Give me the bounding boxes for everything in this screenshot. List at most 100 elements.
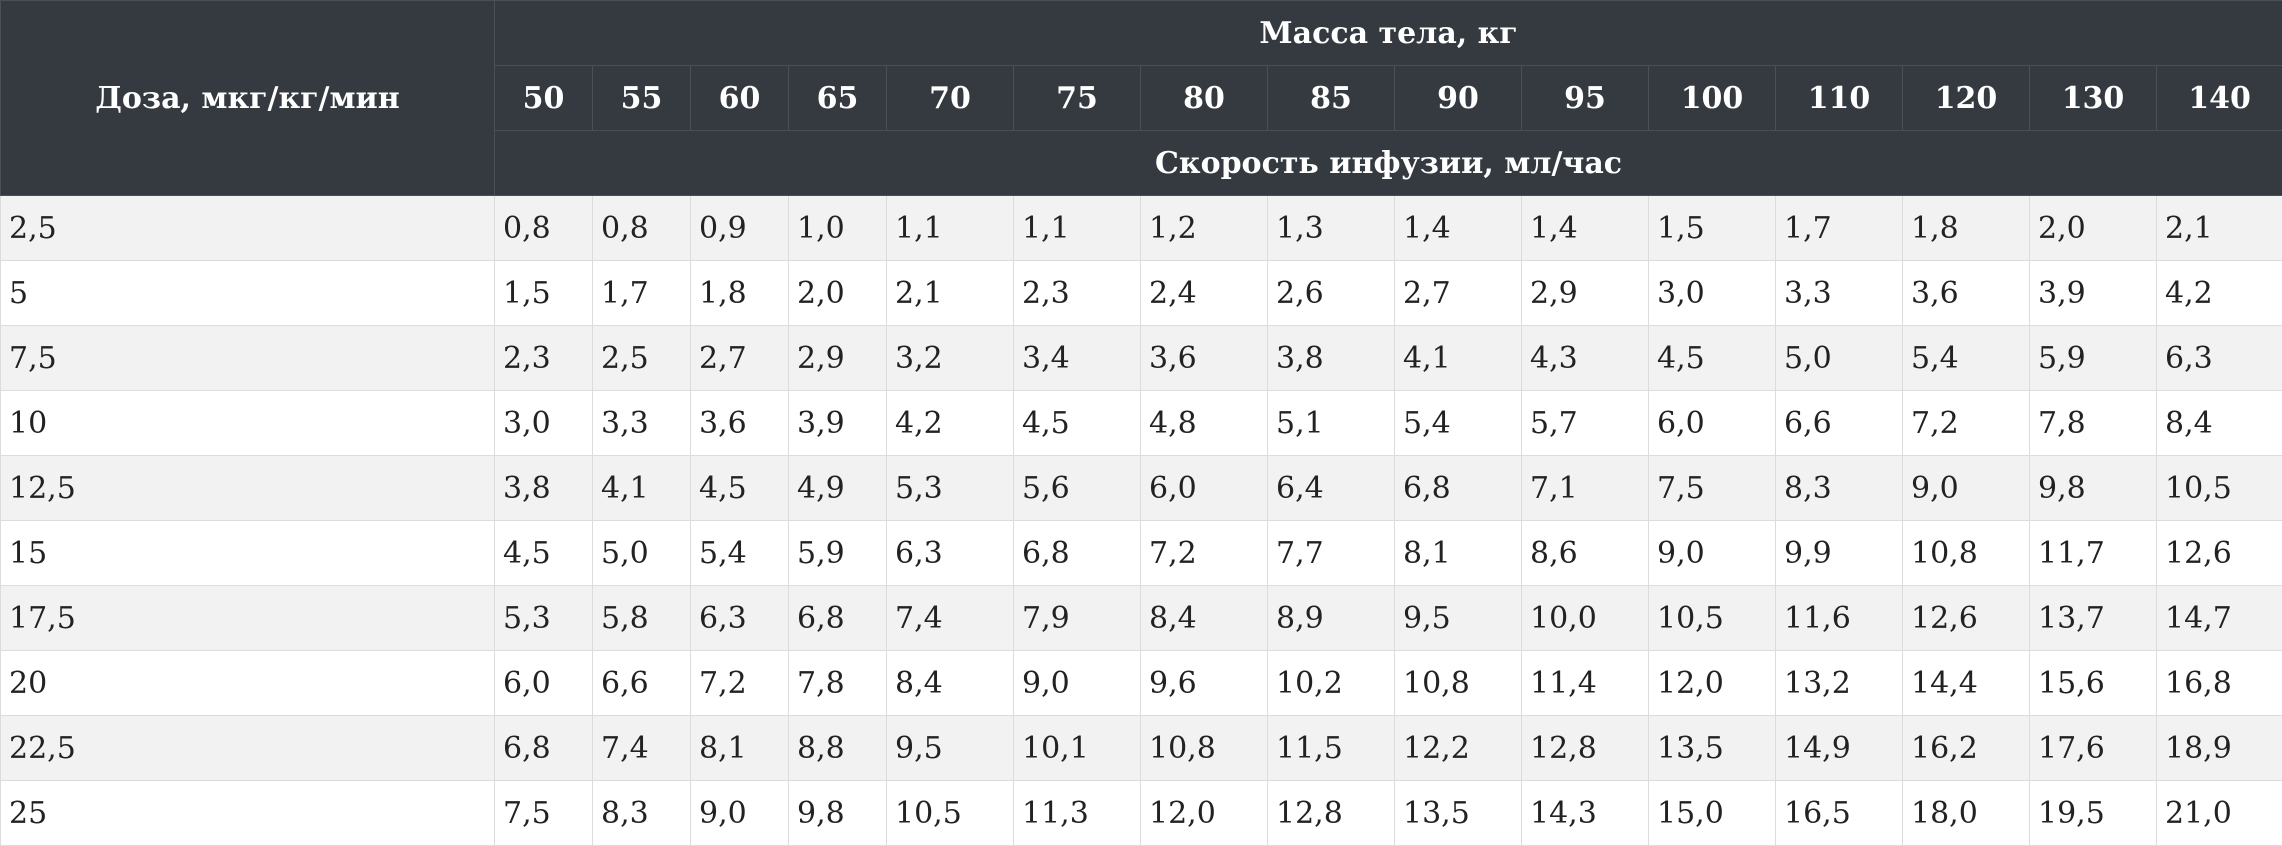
rate-cell: 2,3 bbox=[494, 325, 593, 391]
rate-cell: 11,6 bbox=[1775, 585, 1903, 651]
dose-cell: 20 bbox=[0, 650, 495, 716]
rate-cell: 10,8 bbox=[1394, 650, 1522, 716]
rate-cell: 11,3 bbox=[1013, 780, 1141, 846]
rate-cell: 4,2 bbox=[2155, 260, 2282, 326]
rate-cell: 8,9 bbox=[1267, 585, 1395, 651]
rate-cell: 12,8 bbox=[1521, 715, 1649, 781]
rate-cell: 5,6 bbox=[1013, 455, 1141, 521]
rate-header: Скорость инфузии, мл/час bbox=[493, 130, 2282, 196]
rate-cell: 6,8 bbox=[494, 715, 593, 781]
rate-cell: 4,9 bbox=[788, 455, 887, 521]
rate-cell: 15,6 bbox=[2029, 650, 2157, 716]
rate-cell: 3,0 bbox=[1648, 260, 1776, 326]
mass-header-cell: 140 bbox=[2155, 65, 2282, 131]
mass-header-cell: 110 bbox=[1775, 65, 1903, 131]
table-header: Доза, мкг/кг/мин Масса тела, кг 50 55 60 65… bbox=[0, 0, 2282, 196]
rate-cell: 5,0 bbox=[592, 520, 691, 586]
rate-cell: 8,4 bbox=[886, 650, 1014, 716]
rate-cell: 2,0 bbox=[788, 260, 887, 326]
rate-cell: 6,0 bbox=[1648, 390, 1776, 456]
mass-header-cell: 130 bbox=[2029, 65, 2157, 131]
rate-cell: 9,0 bbox=[1902, 455, 2030, 521]
rate-cell: 5,0 bbox=[1775, 325, 1903, 391]
rate-cell: 3,3 bbox=[592, 390, 691, 456]
rate-cell: 7,5 bbox=[494, 780, 593, 846]
rate-cell: 1,1 bbox=[886, 195, 1014, 261]
mass-header-cell: 70 bbox=[886, 65, 1014, 131]
dose-cell: 7,5 bbox=[0, 325, 495, 391]
rate-cell: 1,7 bbox=[1775, 195, 1903, 261]
mass-header-cell: 120 bbox=[1902, 65, 2030, 131]
table-body: 2,5 0,8 0,8 0,9 1,0 1,1 1,1 1,2 1,3 1,4 1,4 1,5 1,7 1… bbox=[0, 195, 2282, 846]
rate-cell: 7,7 bbox=[1267, 520, 1395, 586]
rate-cell: 6,6 bbox=[1775, 390, 1903, 456]
table-row: 7,5 2,3 2,5 2,7 2,9 3,2 3,4 3,6 3,8 4,1 4,3 4,5 5,0 5… bbox=[0, 325, 2282, 391]
rate-cell: 10,1 bbox=[1013, 715, 1141, 781]
rate-cell: 5,4 bbox=[1902, 325, 2030, 391]
rate-cell: 13,5 bbox=[1648, 715, 1776, 781]
rate-cell: 13,2 bbox=[1775, 650, 1903, 716]
rate-cell: 2,1 bbox=[886, 260, 1014, 326]
dose-cell: 10 bbox=[0, 390, 495, 456]
dose-cell: 5 bbox=[0, 260, 495, 326]
rate-cell: 8,3 bbox=[592, 780, 691, 846]
rate-cell: 7,9 bbox=[1013, 585, 1141, 651]
rate-cell: 4,1 bbox=[592, 455, 691, 521]
rate-cell: 5,8 bbox=[592, 585, 691, 651]
rate-cell: 5,4 bbox=[1394, 390, 1522, 456]
mass-header-cell: 50 bbox=[494, 65, 593, 131]
dose-column-header: Доза, мкг/кг/мин bbox=[0, 0, 495, 196]
dose-cell: 22,5 bbox=[0, 715, 495, 781]
rate-cell: 12,6 bbox=[2155, 520, 2282, 586]
rate-cell: 10,5 bbox=[886, 780, 1014, 846]
rate-cell: 0,8 bbox=[592, 195, 691, 261]
rate-cell: 8,1 bbox=[1394, 520, 1522, 586]
rate-cell: 14,9 bbox=[1775, 715, 1903, 781]
rate-cell: 6,3 bbox=[886, 520, 1014, 586]
rate-cell: 10,8 bbox=[1902, 520, 2030, 586]
dose-cell: 2,5 bbox=[0, 195, 495, 261]
rate-cell: 3,8 bbox=[1267, 325, 1395, 391]
rate-cell: 12,8 bbox=[1267, 780, 1395, 846]
rate-cell: 1,4 bbox=[1521, 195, 1649, 261]
rate-cell: 9,8 bbox=[2029, 455, 2157, 521]
mass-header-cell: 80 bbox=[1140, 65, 1268, 131]
rate-cell: 19,5 bbox=[2029, 780, 2157, 846]
rate-cell: 12,2 bbox=[1394, 715, 1522, 781]
rate-cell: 9,0 bbox=[690, 780, 789, 846]
rate-cell: 3,6 bbox=[690, 390, 789, 456]
rate-cell: 8,1 bbox=[690, 715, 789, 781]
rate-cell: 7,4 bbox=[886, 585, 1014, 651]
table-row: 20 6,0 6,6 7,2 7,8 8,4 9,0 9,6 10,2 10,8 11,4 12,0 1… bbox=[0, 650, 2282, 716]
rate-cell: 5,9 bbox=[788, 520, 887, 586]
mass-header-cell: 65 bbox=[788, 65, 887, 131]
rate-cell: 3,9 bbox=[2029, 260, 2157, 326]
rate-cell: 3,9 bbox=[788, 390, 887, 456]
rate-cell: 2,9 bbox=[1521, 260, 1649, 326]
rate-cell: 8,8 bbox=[788, 715, 887, 781]
table-row: 5 1,5 1,7 1,8 2,0 2,1 2,3 2,4 2,6 2,7 2,9 3,0 3,3 3,6… bbox=[0, 260, 2282, 326]
rate-cell: 17,6 bbox=[2029, 715, 2157, 781]
rate-cell: 21,0 bbox=[2155, 780, 2282, 846]
rate-cell: 2,7 bbox=[690, 325, 789, 391]
rate-cell: 1,7 bbox=[592, 260, 691, 326]
rate-cell: 14,4 bbox=[1902, 650, 2030, 716]
rate-cell: 1,3 bbox=[1267, 195, 1395, 261]
rate-cell: 4,5 bbox=[1013, 390, 1141, 456]
rate-cell: 7,2 bbox=[1140, 520, 1268, 586]
rate-cell: 1,5 bbox=[494, 260, 593, 326]
mass-header-cell: 75 bbox=[1013, 65, 1141, 131]
dose-cell: 25 bbox=[0, 780, 495, 846]
rate-cell: 4,5 bbox=[690, 455, 789, 521]
rate-cell: 18,0 bbox=[1902, 780, 2030, 846]
rate-cell: 6,8 bbox=[788, 585, 887, 651]
rate-cell: 1,1 bbox=[1013, 195, 1141, 261]
rate-cell: 3,8 bbox=[494, 455, 593, 521]
rate-cell: 10,5 bbox=[1648, 585, 1776, 651]
rate-cell: 6,6 bbox=[592, 650, 691, 716]
rate-cell: 16,8 bbox=[2155, 650, 2282, 716]
rate-cell: 4,5 bbox=[494, 520, 593, 586]
rate-cell: 6,4 bbox=[1267, 455, 1395, 521]
table-row: 25 7,5 8,3 9,0 9,8 10,5 11,3 12,0 12,8 13,5 14,3 15… bbox=[0, 780, 2282, 846]
rate-cell: 2,5 bbox=[592, 325, 691, 391]
